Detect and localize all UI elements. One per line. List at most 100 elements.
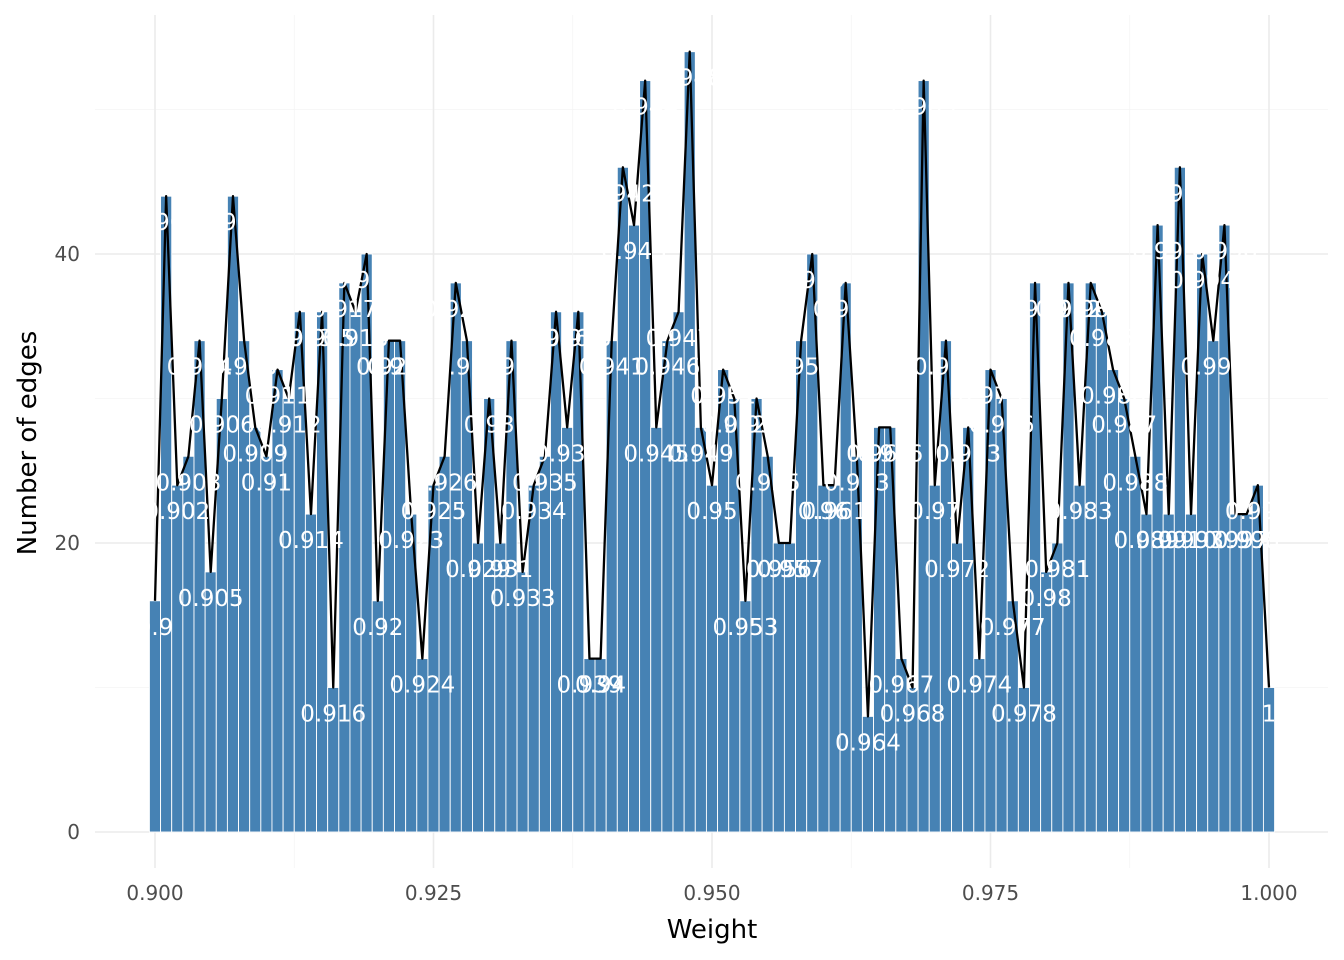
bar-label: 0.927 — [423, 297, 489, 323]
bar — [605, 340, 618, 833]
bar — [783, 542, 796, 833]
x-tick-label: 0.975 — [962, 881, 1019, 905]
bar-label: 0.929 — [445, 557, 511, 583]
bar-label: 0.917 — [311, 297, 377, 323]
y-axis-ticks: 0 20 40 — [55, 242, 80, 844]
bar-label: 0.989 — [1114, 528, 1180, 554]
bar-label: 0.995 — [1180, 355, 1246, 381]
bar — [1073, 484, 1086, 833]
bar — [550, 311, 563, 833]
bar-label: 0.92 — [352, 615, 403, 641]
bar-label: 0.949 — [668, 441, 734, 467]
bar-label: 0.906 — [189, 413, 255, 439]
bar — [761, 455, 774, 833]
bar-label: 0.919 — [334, 268, 400, 294]
bar-label: 0.979 — [1002, 297, 1068, 323]
bar-label: 0.903 — [155, 470, 221, 496]
bar-label: 0.996 — [1192, 239, 1258, 265]
bar-label: 0.912 — [256, 413, 322, 439]
bar-label: 0.957 — [757, 557, 823, 583]
bar — [672, 311, 685, 833]
bar-label: 0.911 — [245, 384, 311, 410]
bar-label: 0.904 — [167, 355, 233, 381]
bar-label: 0.99 — [1132, 239, 1183, 265]
y-tick-label: 40 — [55, 242, 80, 266]
bar-label: 0.916 — [300, 702, 366, 728]
bar-label: 0.988 — [1102, 470, 1168, 496]
bar — [828, 484, 841, 833]
bar-label: 0.982 — [1036, 297, 1102, 323]
bar — [694, 426, 707, 833]
bar-labels: 0.9 0.901 0.902 0.903 0.904 0.905 0.906 0.907 0.… — [133, 66, 1291, 757]
bar-label: 0.914 — [278, 528, 344, 554]
bar-label: 0.96 — [798, 499, 849, 525]
bar — [572, 311, 585, 833]
bar-label: 0.918 — [323, 326, 389, 352]
bar-label: 0.981 — [1024, 557, 1090, 583]
bar — [349, 311, 362, 833]
bar-label: 0.954 — [724, 413, 790, 439]
bar-label: 0.931 — [467, 557, 533, 583]
bar — [705, 484, 719, 833]
bar-label: 0.967 — [868, 673, 934, 699]
y-tick-label: 0 — [67, 820, 80, 844]
bar — [650, 426, 663, 833]
bar-label: 0.936 — [523, 326, 589, 352]
bar-label: 0.977 — [980, 615, 1046, 641]
bar-label: 0.922 — [367, 355, 433, 381]
bar-label: 0.973 — [935, 441, 1001, 467]
bar-label: 0.941 — [579, 355, 645, 381]
bar — [1118, 398, 1131, 833]
bar-label: 0.952 — [701, 413, 767, 439]
bar-label: 0.945 — [623, 441, 689, 467]
bar — [527, 484, 540, 833]
bar-label: 0.974 — [946, 673, 1012, 699]
bar-label: 0.947 — [646, 326, 712, 352]
bar — [772, 542, 785, 833]
bar — [226, 195, 240, 833]
bar-label: 0.991 — [1136, 528, 1202, 554]
bar-label: 0.938 — [545, 326, 611, 352]
bar-label: 0.968 — [880, 702, 946, 728]
bar — [472, 542, 485, 833]
bar-label: 0.908 — [211, 355, 277, 381]
bar — [1107, 369, 1120, 833]
bar-label: 0.948 — [657, 66, 723, 92]
bar-label: 0.966 — [857, 441, 923, 467]
bar-label: 0.984 — [1058, 297, 1124, 323]
x-tick-label: 0.900 — [126, 881, 183, 905]
bar-label: 0.935 — [512, 470, 578, 496]
bar-label: 0.97 — [909, 499, 960, 525]
bar-label: 0.963 — [824, 470, 890, 496]
bar-label: 1 — [1262, 702, 1277, 728]
bar-label: 0.946 — [635, 355, 701, 381]
bar-label: 0.993 — [1158, 528, 1224, 554]
bar — [1140, 513, 1153, 833]
bar-label: 0.971 — [913, 355, 979, 381]
bar-label: 0.909 — [222, 441, 288, 467]
bar-label: 0.976 — [969, 413, 1035, 439]
x-tick-label: 0.950 — [683, 881, 740, 905]
bar-label: 0.953 — [712, 615, 778, 641]
bar-label: 0.975 — [958, 384, 1024, 410]
bar-label: 0.934 — [501, 499, 567, 525]
bar-label: 0.9 — [137, 615, 174, 641]
x-tick-label: 1.000 — [1240, 881, 1297, 905]
bar — [817, 484, 830, 833]
bar-label: 0.939 — [557, 673, 623, 699]
trend-line — [153, 50, 1271, 718]
bar-label: 0.925 — [401, 499, 467, 525]
bar-label: 0.91 — [241, 470, 292, 496]
bar-label: 0.932 — [479, 355, 545, 381]
bar-label: 0.907 — [200, 210, 266, 236]
bar-label: 0.985 — [1069, 326, 1135, 352]
x-axis-ticks: 0.900 0.925 0.950 0.975 1.000 — [126, 881, 1297, 905]
bar-label: 0.961 — [802, 499, 868, 525]
bar-label: 0.921 — [356, 355, 422, 381]
bar — [1229, 513, 1242, 833]
bar-label: 0.951 — [690, 384, 756, 410]
bar — [338, 282, 351, 833]
bar — [928, 484, 941, 833]
bar-label: 0.902 — [144, 499, 210, 525]
